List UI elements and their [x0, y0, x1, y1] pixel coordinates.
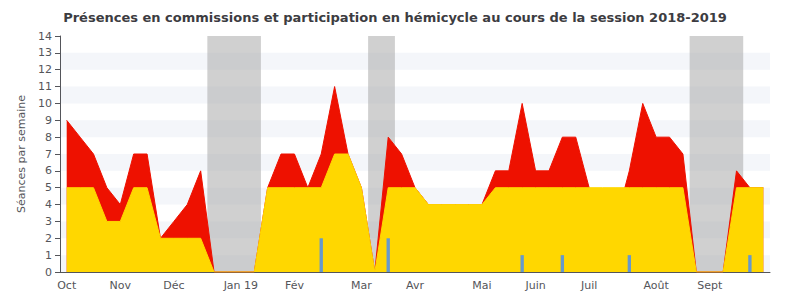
svg-text:Juin: Juin — [524, 279, 545, 292]
svg-text:4: 4 — [45, 198, 52, 211]
svg-text:7: 7 — [45, 148, 52, 161]
svg-text:5: 5 — [45, 181, 52, 194]
svg-text:12: 12 — [38, 63, 52, 76]
svg-text:Présences en commissions et pa: Présences en commissions et participatio… — [63, 10, 727, 25]
svg-text:9: 9 — [45, 114, 52, 127]
svg-text:Jan 19: Jan 19 — [223, 279, 258, 292]
svg-text:11: 11 — [38, 80, 52, 93]
svg-text:Juil: Juil — [580, 279, 597, 292]
svg-text:2: 2 — [45, 232, 52, 245]
svg-text:13: 13 — [38, 46, 52, 59]
svg-text:8: 8 — [45, 131, 52, 144]
svg-text:Mai: Mai — [472, 279, 491, 292]
svg-text:Fév: Fév — [285, 279, 304, 292]
svg-text:Août: Août — [643, 279, 669, 292]
svg-text:1: 1 — [45, 249, 52, 262]
svg-text:Séances par semaine: Séances par semaine — [15, 95, 28, 213]
svg-text:Sept: Sept — [697, 279, 723, 292]
svg-text:10: 10 — [38, 97, 52, 110]
svg-text:6: 6 — [45, 164, 52, 177]
svg-text:Mar: Mar — [351, 279, 372, 292]
svg-text:Nov: Nov — [110, 279, 132, 292]
svg-text:Déc: Déc — [163, 279, 184, 292]
svg-text:Avr: Avr — [406, 279, 424, 292]
svg-text:3: 3 — [45, 215, 52, 228]
svg-text:14: 14 — [38, 30, 52, 43]
svg-text:Oct: Oct — [57, 279, 77, 292]
svg-text:0: 0 — [45, 266, 52, 279]
